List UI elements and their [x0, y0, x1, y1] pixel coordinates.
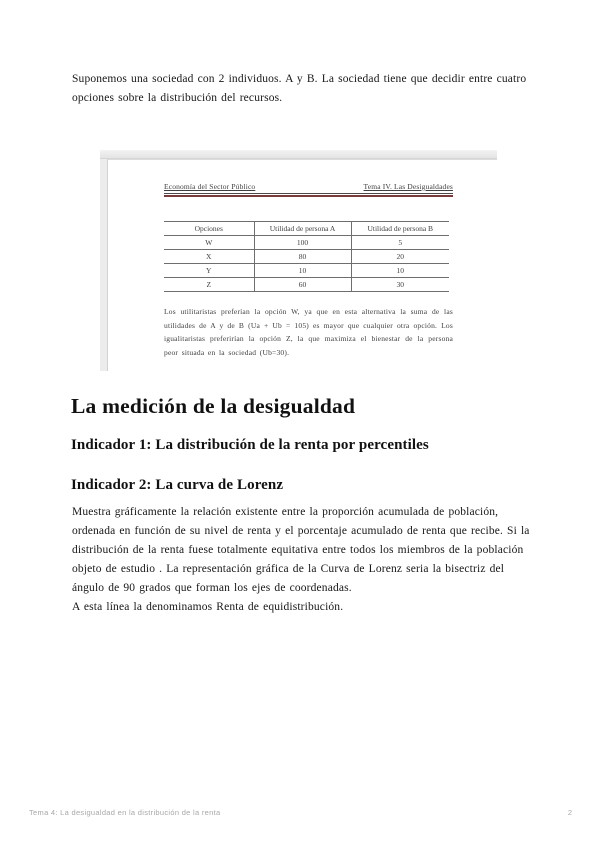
scanned-document-content: Economía del Sector Público Tema IV. Las… [164, 182, 453, 359]
header-rule-maroon-line [164, 195, 453, 197]
scan-background-top-edge [100, 150, 497, 159]
indicator1-heading: Indicador 1: La distribución de la renta… [71, 437, 429, 453]
lorenz-curve-paragraph: Muestra gráficamente la relación existen… [72, 506, 530, 594]
equidistribution-paragraph: A esta línea la denominamos Renta de equ… [72, 601, 344, 613]
table-cell: 80 [253, 249, 351, 264]
indicator2-heading: Indicador 2: La curva de Lorenz [71, 477, 284, 493]
column-header-opciones: Opciones [164, 221, 254, 236]
table-cell: 30 [350, 277, 449, 292]
header-rule-dark-line [164, 193, 453, 194]
table-cell: 10 [253, 263, 351, 278]
table-cell: X [164, 249, 254, 264]
table-row: Z 60 30 [164, 277, 449, 292]
table-header-row: Opciones Utilidad de persona A Utilidad … [164, 221, 449, 236]
table-row: W 100 5 [164, 235, 449, 250]
section-title: La medición de la desigualdad [71, 394, 356, 418]
scan-header-topic-title: Tema IV. Las Desigualdades [363, 182, 453, 191]
column-header-utilidad-a: Utilidad de persona A [253, 221, 351, 236]
table-cell: 20 [350, 249, 449, 264]
table-cell: 100 [253, 235, 351, 250]
column-header-utilidad-b: Utilidad de persona B [350, 221, 449, 236]
table-cell: 60 [253, 277, 351, 292]
table-cell: W [164, 235, 254, 250]
table-row: Y 10 10 [164, 263, 449, 278]
table-cell: Z [164, 277, 254, 292]
intro-paragraph: Suponemos una sociedad con 2 individuos.… [72, 73, 527, 104]
table-row: X 80 20 [164, 249, 449, 264]
table-cell: 5 [350, 235, 449, 250]
utility-table: Opciones Utilidad de persona A Utilidad … [164, 221, 449, 292]
footer-page-number: 2 [567, 808, 572, 817]
scanned-document-page: Economía del Sector Público Tema IV. Las… [107, 159, 497, 371]
scan-header-course-title: Economía del Sector Público [164, 182, 256, 191]
utility-table-body: W 100 5 X 80 20 Y 10 10 Z 60 30 [164, 235, 449, 292]
footer-document-title: Tema 4: La desigualdad en la distribució… [29, 808, 221, 817]
table-cell: 10 [350, 263, 449, 278]
scan-header: Economía del Sector Público Tema IV. Las… [164, 182, 453, 191]
embedded-scan-image: Economía del Sector Público Tema IV. Las… [100, 150, 497, 371]
scan-background-left-edge [100, 150, 107, 371]
table-cell: Y [164, 263, 254, 278]
scan-analysis-paragraph: Los utilitaristas preferían la opción W,… [164, 307, 453, 357]
